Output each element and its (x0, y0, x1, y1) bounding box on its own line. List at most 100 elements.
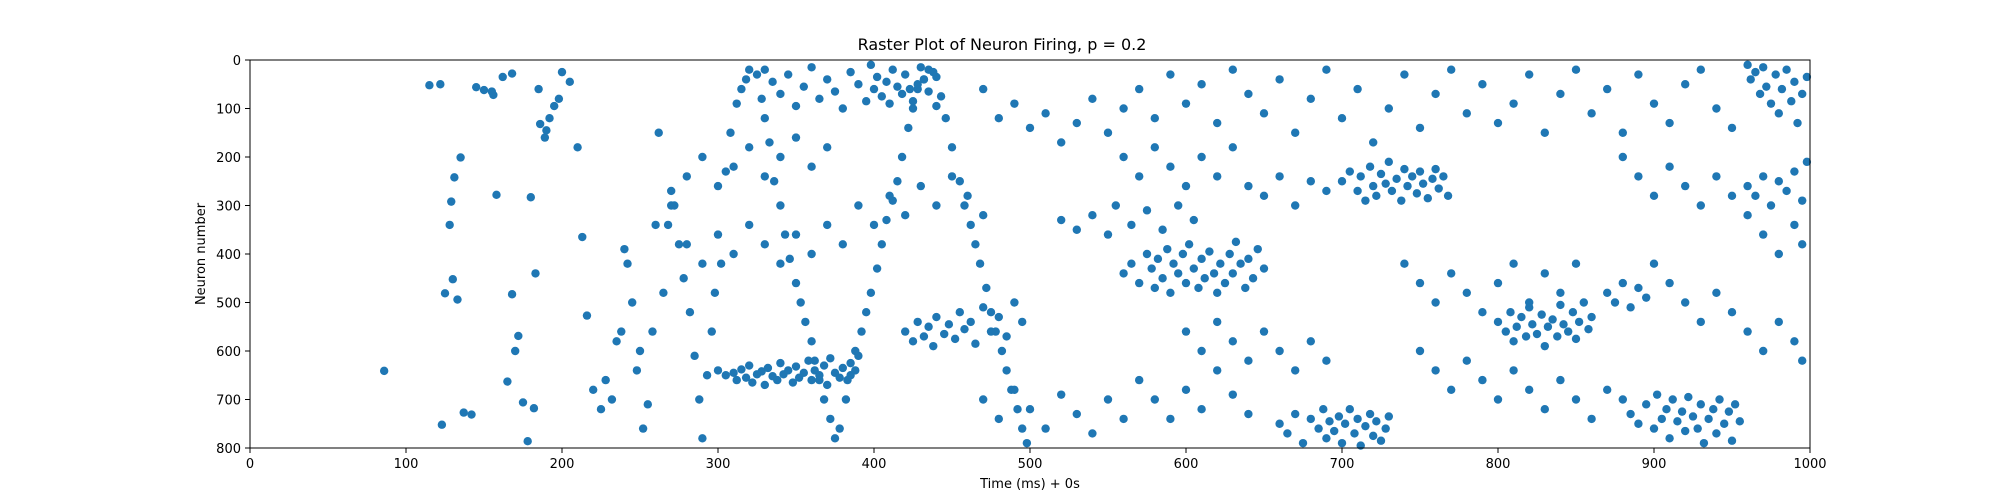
spike-point (1584, 324, 1593, 334)
spike-point (1548, 315, 1557, 324)
x-axis-label: Time (ms) + 0s (979, 477, 1080, 492)
spike-point (1525, 70, 1534, 79)
spike-point (904, 123, 913, 133)
spike-point (1553, 332, 1562, 341)
spike-point (1540, 269, 1550, 278)
y-tick-label: 200 (216, 151, 241, 166)
spike-point (1677, 407, 1687, 416)
spike-point (617, 327, 626, 336)
spike-point (807, 63, 816, 72)
spike-point (526, 193, 535, 202)
spike-point (456, 153, 465, 162)
spike-point (885, 191, 894, 200)
x-axis: 0 100 200 300 400 500 600 700 800 900 1000 (246, 448, 1827, 472)
spike-point (1587, 109, 1596, 118)
spike-point (492, 190, 501, 200)
spike-point (1746, 75, 1755, 84)
spike-point (601, 375, 610, 385)
spike-point (919, 332, 929, 341)
spike-point (1369, 431, 1378, 441)
spike-point (1525, 385, 1534, 394)
spike-point (1103, 128, 1113, 137)
spike-point (897, 89, 907, 99)
x-tick-label: 100 (394, 457, 419, 472)
spike-point (804, 356, 813, 365)
spike-point (425, 81, 434, 90)
spike-point (986, 308, 996, 317)
x-tick-label: 700 (1330, 457, 1355, 472)
spike-point (1787, 97, 1796, 106)
spike-point (1306, 177, 1316, 186)
spike-point (721, 167, 730, 176)
spike-point (1369, 181, 1378, 191)
spike-point (1790, 220, 1799, 230)
spike-point (1762, 82, 1771, 91)
spike-point (1766, 201, 1776, 210)
spike-point (1353, 186, 1362, 196)
spike-point (1681, 80, 1690, 89)
spike-point (1174, 201, 1183, 210)
spike-point (1150, 395, 1160, 404)
spike-point (1306, 414, 1316, 424)
spike-point (1447, 65, 1456, 74)
y-tick-label: 600 (216, 345, 241, 360)
spike-point (1771, 70, 1780, 79)
spike-point (1330, 426, 1339, 436)
spike-point (947, 143, 957, 152)
spike-point (857, 327, 866, 336)
spike-point (1766, 99, 1776, 108)
spike-point (1361, 196, 1370, 205)
spike-point (498, 72, 507, 82)
spike-point (379, 366, 389, 376)
spike-point (1259, 264, 1269, 273)
spike-point (994, 414, 1003, 424)
spike-point (531, 269, 540, 278)
spike-point (1376, 169, 1386, 179)
spike-point (582, 311, 592, 320)
spike-point (1634, 70, 1643, 79)
spike-point (1163, 244, 1172, 254)
spike-point (578, 232, 587, 242)
spike-point (1559, 320, 1568, 329)
spike-point (710, 288, 720, 297)
x-tick-label: 0 (246, 457, 254, 472)
spike-point (924, 322, 933, 331)
spike-point (1392, 174, 1401, 184)
spike-point (1174, 269, 1183, 278)
spike-point (623, 259, 632, 268)
y-tick-label: 800 (216, 442, 241, 457)
spike-point (1166, 288, 1175, 297)
spike-point (698, 152, 707, 162)
spike-point (1119, 104, 1128, 113)
spike-point (1610, 298, 1620, 307)
spike-point (596, 405, 606, 414)
spike-point (1150, 114, 1160, 123)
spike-point (1759, 172, 1768, 181)
spike-point (960, 324, 969, 334)
spike-point (1634, 419, 1643, 428)
spike-point (1587, 414, 1596, 424)
spike-point (807, 375, 816, 385)
spike-point (1244, 356, 1253, 365)
spike-point (1337, 114, 1347, 123)
spike-point (1681, 181, 1690, 191)
spike-point (1774, 109, 1784, 118)
spike-point (929, 341, 938, 351)
spike-point (667, 186, 676, 196)
spike-point (776, 358, 785, 368)
spike-point (1127, 259, 1136, 268)
spike-point (1340, 419, 1350, 428)
spike-point (791, 230, 801, 239)
spike-point (1665, 162, 1674, 171)
spike-point (947, 172, 957, 181)
spike-point (1275, 346, 1284, 356)
spike-point (960, 201, 969, 210)
spike-point (877, 240, 886, 249)
spike-point (1153, 254, 1163, 264)
spike-point (913, 80, 922, 89)
spike-point (1727, 308, 1737, 317)
spike-point (955, 308, 964, 317)
spike-point (866, 60, 876, 70)
spike-point (453, 295, 462, 304)
spike-point (1181, 181, 1191, 191)
